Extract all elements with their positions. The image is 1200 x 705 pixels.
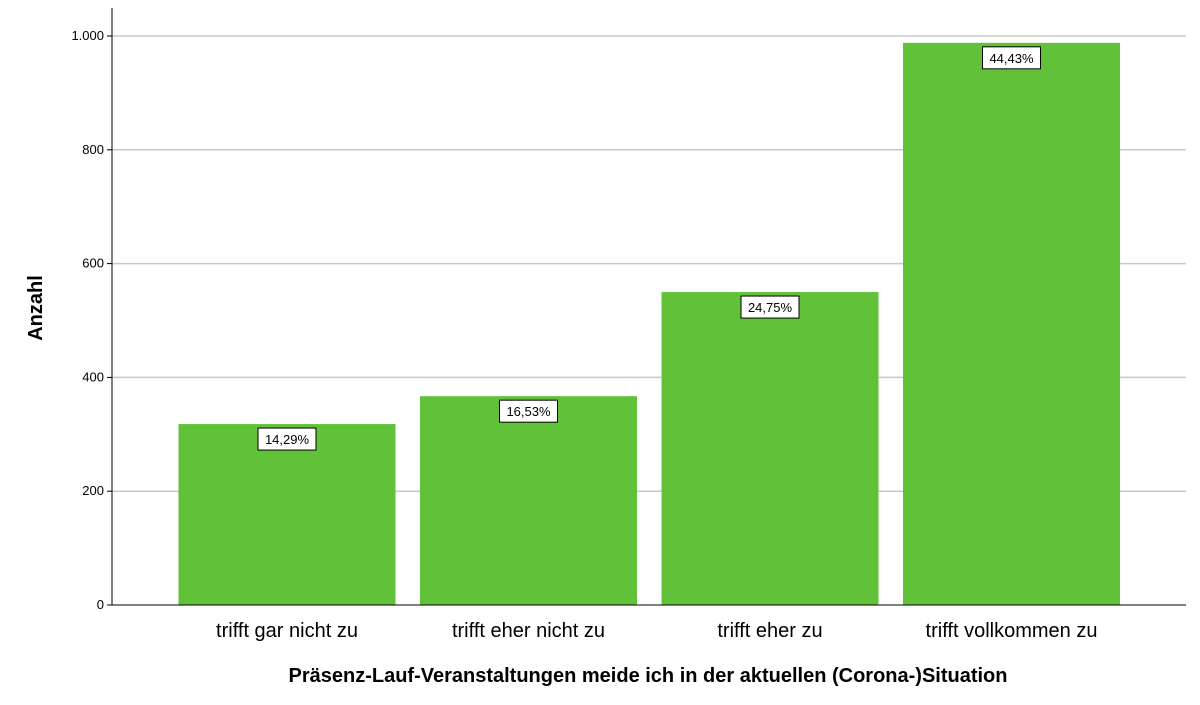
data-label-box	[982, 46, 1041, 70]
bar	[661, 292, 879, 605]
data-label-box	[740, 295, 800, 319]
bar	[903, 42, 1120, 605]
bar	[420, 396, 637, 605]
bars	[178, 42, 1120, 605]
y-tick-label: 600	[82, 256, 104, 271]
x-category-label: trifft vollkommen zu	[926, 620, 1098, 642]
y-tick-label: 400	[82, 369, 104, 384]
data-label-box	[499, 399, 558, 423]
data-label: 16,53%	[506, 404, 551, 419]
data-label: 14,29%	[265, 432, 310, 447]
data-label: 44,43%	[989, 51, 1034, 66]
y-tick-label: 0	[97, 597, 104, 612]
x-category-label: trifft gar nicht zu	[216, 620, 358, 642]
bar	[178, 424, 396, 605]
data-labels: 14,29% 16,53% 24,75% 44,43%	[257, 46, 1041, 451]
x-category-label: trifft eher nicht zu	[452, 620, 605, 642]
y-tick-label: 800	[82, 142, 104, 157]
y-tick-labels: 0 200 400 600 800 1.000	[71, 28, 112, 612]
data-label-box	[257, 427, 317, 451]
x-axis-title: Präsenz-Lauf-Veranstaltungen meide ich i…	[288, 665, 1007, 687]
y-tick-label: 1.000	[71, 28, 104, 43]
x-category-label: trifft eher zu	[717, 620, 822, 642]
data-label: 24,75%	[748, 300, 793, 315]
axes	[111, 8, 1186, 606]
x-category-labels: trifft gar nicht zu trifft eher nicht zu t…	[216, 620, 1097, 642]
y-axis-title: Anzahl	[25, 275, 47, 341]
y-tick-label: 200	[82, 483, 104, 498]
